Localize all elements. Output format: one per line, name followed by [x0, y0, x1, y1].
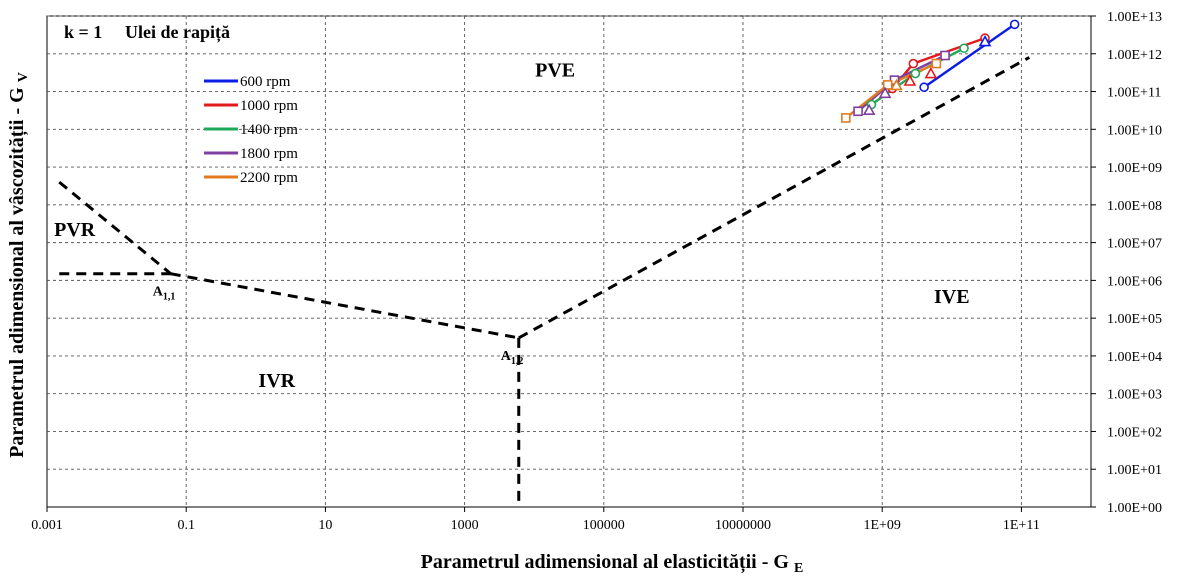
legend-label: 600 rpm — [240, 74, 291, 90]
series-marker-square — [931, 58, 942, 69]
series-marker-triangle — [978, 34, 992, 47]
y-tick-label: 1.00E+02 — [1107, 425, 1162, 440]
series-marker-square — [940, 50, 950, 61]
x-tick-label: 0.1 — [177, 518, 195, 533]
x-tick-label: 100000 — [583, 518, 625, 533]
x-tick-label: 1E+09 — [863, 518, 900, 533]
region-label: PVR — [54, 219, 96, 241]
y-tick-label: 1.00E+03 — [1107, 388, 1162, 403]
x-axis-title-text: Parametrul adimensional al elasticității — [421, 551, 758, 574]
x-axis-title-sub: E — [794, 561, 803, 576]
y-tick-label: 1.00E+04 — [1107, 350, 1162, 365]
k-annotation: k = 1 — [64, 22, 102, 42]
legend-label: 2200 rpm — [240, 170, 298, 186]
series-marker-square — [853, 106, 863, 117]
y-tick-label: 1.00E+10 — [1107, 123, 1162, 138]
point-label-sub: 1,2 — [511, 356, 524, 367]
x-tick-label: 1E+11 — [1003, 518, 1040, 533]
point-label-letter: A — [153, 285, 164, 300]
y-axis-title-sub: V — [16, 72, 31, 82]
region-label: IVE — [934, 286, 970, 308]
region-label: PVE — [535, 60, 575, 82]
series-marker-triangle — [890, 78, 903, 91]
point-label-letter: A — [501, 349, 512, 364]
series-marker-circle — [908, 58, 919, 69]
y-tick-label: 1.00E+12 — [1107, 48, 1162, 63]
y-tick-label: 1.00E+07 — [1107, 237, 1162, 252]
y-axis: 1.00E+00 1.00E+01 1.00E+02 1.00E+03 1.00E+04… — [1091, 10, 1162, 516]
data-series — [841, 19, 1020, 123]
series-marker-square — [882, 80, 893, 90]
chart-title: Ulei de rapiță — [125, 22, 230, 43]
x-axis-title: Parametrul adimensional al elasticității… — [421, 551, 804, 576]
y-tick-label: 1.00E+08 — [1107, 199, 1162, 214]
series-marker-circle — [959, 43, 969, 54]
legend-label: 1800 rpm — [240, 146, 298, 162]
y-tick-label: 1.00E+13 — [1107, 10, 1162, 25]
boundary-line — [170, 272, 520, 340]
y-axis-title-symbol: G — [6, 87, 28, 103]
point-label: A1,1 — [153, 285, 176, 303]
x-tick-label: 10 — [318, 518, 332, 533]
legend: 600 rpm 1000 rpm 1400 rpm 1800 rpm 2200 rpm — [204, 74, 298, 186]
legend-label: 1000 rpm — [240, 98, 298, 114]
y-tick-label: 1.00E+06 — [1107, 274, 1162, 289]
series-marker-circle — [919, 82, 929, 93]
y-axis-title-text: Parametrul adimensional al vâscozității — [6, 119, 29, 458]
region-label: IVR — [258, 370, 295, 392]
series-marker-triangle — [878, 86, 892, 99]
x-tick-label: 10000000 — [715, 518, 771, 533]
series-marker-square — [841, 113, 851, 123]
series-marker-triangle — [903, 74, 917, 86]
x-tick-label: 1000 — [451, 518, 479, 533]
point-labels: A1,1A1,2 — [153, 285, 524, 367]
boundary-line — [518, 56, 1031, 340]
series-marker-triangle — [862, 103, 876, 116]
region-labels: PVE PVR IVR IVE — [54, 60, 969, 393]
x-axis: 0.001 0.1 10 1000 100000 10000000 1E+09 1E+11 — [31, 507, 1040, 533]
point-label: A1,2 — [501, 349, 524, 367]
y-tick-label: 1.00E+09 — [1107, 161, 1162, 176]
y-axis-title: Parametrul adimensional al vâscozității … — [6, 72, 31, 458]
series-marker-circle — [910, 68, 921, 79]
series-marker-triangle — [924, 66, 938, 79]
x-axis-title-symbol: G — [773, 551, 789, 573]
boundary-lines — [58, 56, 1031, 507]
y-tick-label: 1.00E+01 — [1107, 463, 1162, 478]
y-tick-label: 1.00E+05 — [1107, 312, 1162, 327]
boundary-line — [58, 180, 172, 275]
plot-area — [46, 15, 1092, 508]
legend-label: 1400 rpm — [240, 122, 298, 138]
series-marker-circle — [1009, 19, 1020, 30]
grid — [47, 15, 1091, 507]
x-tick-label: 0.001 — [31, 518, 63, 533]
series-line — [923, 23, 1016, 89]
point-label-sub: 1,1 — [163, 292, 176, 303]
y-tick-label: 1.00E+00 — [1107, 501, 1162, 516]
y-tick-label: 1.00E+11 — [1107, 86, 1161, 101]
